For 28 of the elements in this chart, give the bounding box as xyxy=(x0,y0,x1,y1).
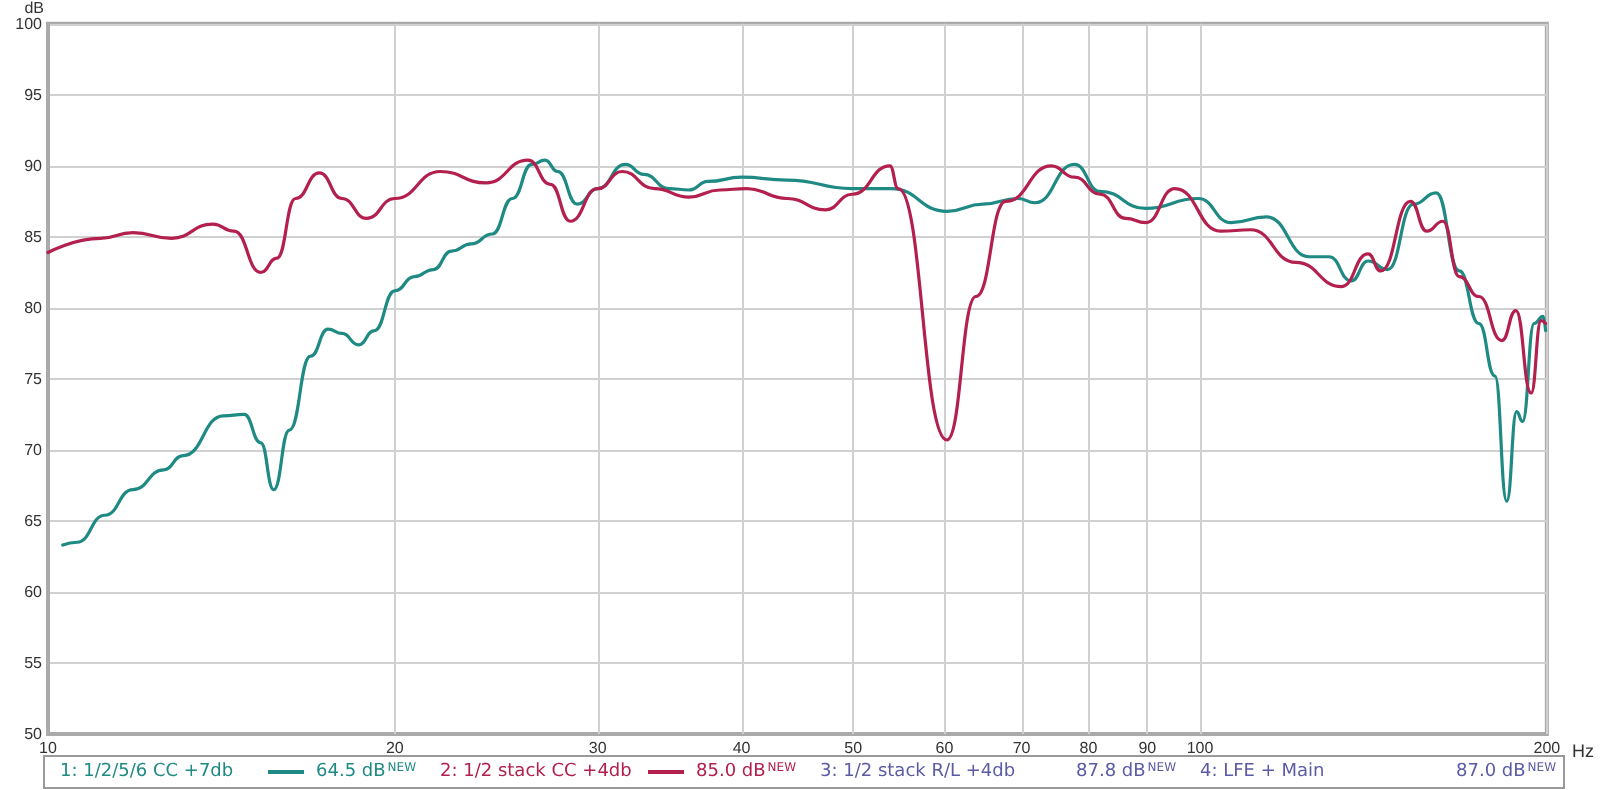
text: 3: 1/2 stack R/L +4db xyxy=(820,762,1016,782)
x-tick-label: 50 xyxy=(844,739,864,757)
x-tick-label: 80 xyxy=(1079,739,1099,757)
x-tick-label: 30 xyxy=(588,739,608,757)
x-tick-label: 10 xyxy=(39,739,58,757)
x-tick-label: 200 xyxy=(1533,739,1562,757)
y-tick-label: 100 xyxy=(15,14,44,33)
legend-label: 1: 1/2/5/6 CC +7db xyxy=(60,762,234,782)
legend-label: 2: 1/2 stack CC +4db xyxy=(440,762,633,782)
y-tick-label: 65 xyxy=(24,511,44,530)
x-tick-label: 100 xyxy=(1186,739,1215,757)
y-tick-label: 60 xyxy=(24,582,44,601)
y-tick-label: 95 xyxy=(24,85,44,104)
y-axis-title: dB xyxy=(24,0,44,17)
x-tick-label: 90 xyxy=(1138,739,1158,757)
x-tick-label: 20 xyxy=(385,739,405,757)
y-tick-label: 85 xyxy=(24,227,44,246)
y-tick-label: 70 xyxy=(24,440,44,459)
y-tick-label: 80 xyxy=(24,298,44,317)
x-axis-title: Hz xyxy=(1572,741,1595,761)
y-tick-label: 50 xyxy=(24,725,44,743)
x-tick-label: 70 xyxy=(1012,739,1032,757)
y-tick-label: 55 xyxy=(24,653,44,672)
x-tick-label: 40 xyxy=(732,739,752,757)
x-tick-label: 60 xyxy=(935,739,955,757)
text: 4: LFE + Main xyxy=(1200,762,1325,782)
y-tick-label: 75 xyxy=(24,369,44,388)
y-tick-label: 90 xyxy=(24,156,44,175)
